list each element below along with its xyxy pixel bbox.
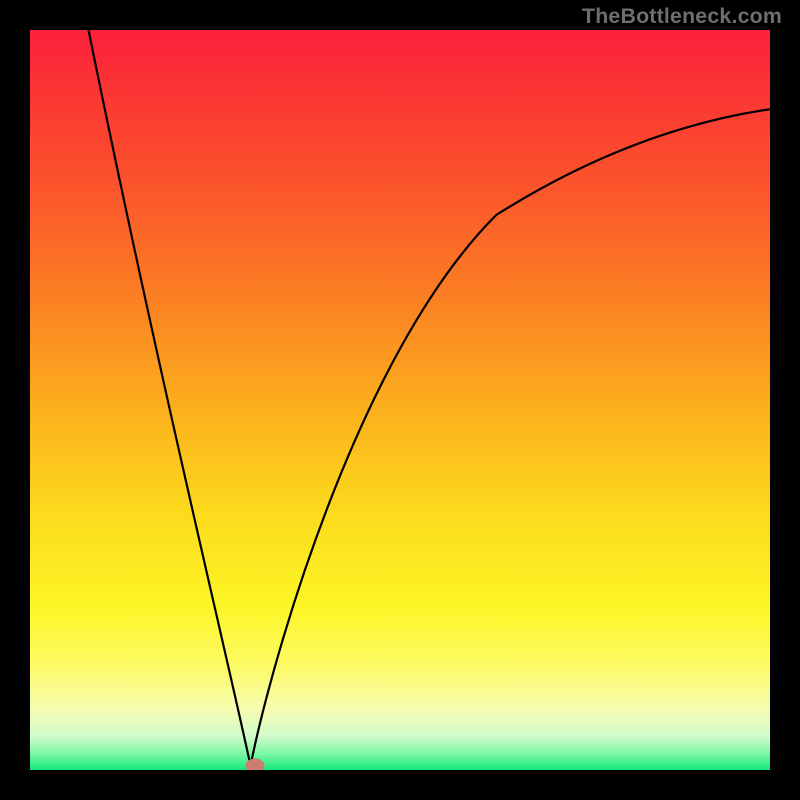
watermark-text: TheBottleneck.com: [582, 4, 782, 29]
chart-plot-area: [30, 30, 770, 770]
gradient-background: [30, 30, 770, 770]
chart-frame: TheBottleneck.com: [0, 0, 800, 800]
